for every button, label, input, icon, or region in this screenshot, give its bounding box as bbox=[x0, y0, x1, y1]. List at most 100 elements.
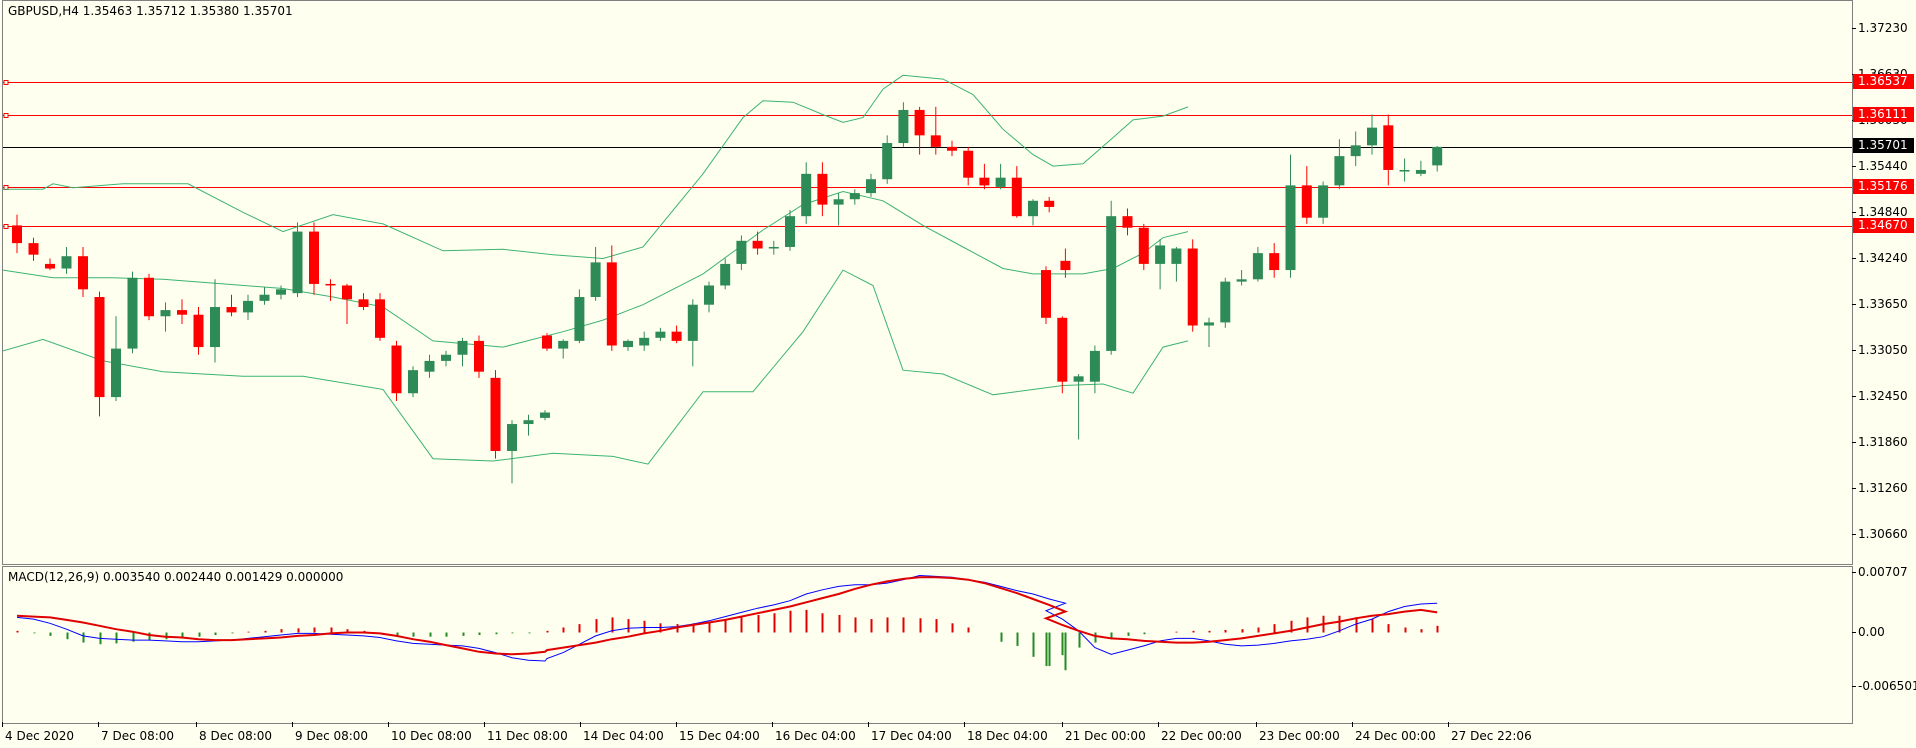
time-label: 16 Dec 04:00 bbox=[775, 729, 856, 743]
candle-body bbox=[898, 109, 909, 144]
time-axis[interactable]: 4 Dec 2020 7 Dec 08:00 8 Dec 08:00 9 Dec 08… bbox=[2, 722, 1852, 748]
candle-26 bbox=[441, 350, 451, 367]
candle-77 bbox=[1220, 277, 1231, 328]
time-tick bbox=[196, 722, 197, 727]
candle-body bbox=[325, 283, 336, 286]
level-price-tag: 1.35176 bbox=[1853, 178, 1914, 194]
macd-chart-canvas[interactable] bbox=[3, 567, 1852, 723]
candle-body bbox=[720, 263, 731, 286]
symbol-header: GBPUSD,H4 1.35463 1.35712 1.35380 1.3570… bbox=[8, 4, 293, 18]
time-tick bbox=[2, 722, 3, 727]
candle-body bbox=[1089, 350, 1100, 382]
time-tick bbox=[580, 722, 581, 727]
candle-16 bbox=[276, 285, 286, 300]
price-label: 1.31860 bbox=[1858, 434, 1908, 449]
candle-body bbox=[193, 314, 204, 348]
candle-body bbox=[474, 340, 484, 372]
candle-41 bbox=[671, 325, 682, 344]
candle-60 bbox=[979, 163, 990, 190]
time-label: 14 Dec 04:00 bbox=[583, 729, 664, 743]
candle-body bbox=[1155, 245, 1166, 264]
level-anchor-0 bbox=[3, 80, 9, 85]
candle-33 bbox=[542, 333, 552, 351]
candle-23 bbox=[391, 340, 402, 401]
candle-72 bbox=[1138, 223, 1149, 271]
candle-50 bbox=[817, 162, 828, 217]
candle-63 bbox=[1028, 199, 1038, 226]
level-anchor-4 bbox=[3, 224, 9, 229]
candle-81 bbox=[1285, 154, 1296, 278]
candle-5 bbox=[94, 291, 105, 417]
price-tick bbox=[1852, 212, 1856, 214]
time-tick bbox=[964, 722, 965, 727]
candle-43 bbox=[704, 281, 714, 313]
time-tick bbox=[388, 722, 389, 727]
candle-22 bbox=[375, 293, 385, 341]
candle-body bbox=[1060, 260, 1071, 271]
candle-body bbox=[540, 412, 550, 418]
candle-82 bbox=[1301, 166, 1312, 224]
candle-6 bbox=[111, 316, 121, 401]
price-label: 1.35440 bbox=[1858, 158, 1908, 173]
price-chart-canvas[interactable] bbox=[3, 1, 1852, 564]
candle-20 bbox=[342, 283, 352, 324]
candle-body bbox=[1041, 270, 1051, 318]
price-tick bbox=[1852, 303, 1856, 305]
macd-tick bbox=[1852, 572, 1856, 574]
candle-body bbox=[1187, 248, 1198, 326]
candle-75 bbox=[1187, 239, 1198, 332]
candle-body bbox=[1269, 253, 1280, 271]
candle-45 bbox=[736, 235, 747, 271]
price-label: 1.34840 bbox=[1858, 205, 1908, 220]
time-label: 18 Dec 04:00 bbox=[967, 729, 1048, 743]
candle-49 bbox=[801, 162, 812, 224]
time-label: 27 Dec 22:06 bbox=[1451, 729, 1532, 743]
candle-body bbox=[1432, 146, 1443, 166]
candle-body bbox=[457, 340, 468, 355]
candle-27 bbox=[457, 337, 468, 367]
candle-body bbox=[276, 289, 286, 295]
price-tick bbox=[1852, 533, 1856, 535]
macd-label: 0.00707 bbox=[1858, 565, 1908, 580]
candle-body bbox=[866, 179, 876, 194]
bollinger-band-lower bbox=[3, 269, 1189, 465]
candle-body bbox=[408, 370, 418, 394]
candle-65 bbox=[1060, 248, 1071, 278]
price-chart-pane[interactable]: GBPUSD,H4 1.35463 1.35712 1.35380 1.3570… bbox=[2, 0, 1853, 565]
candle-57 bbox=[930, 106, 941, 155]
price-axis[interactable]: 1.372301.366301.360301.354401.348401.342… bbox=[1852, 0, 1916, 563]
candle-body bbox=[817, 173, 828, 205]
price-tick bbox=[1852, 165, 1856, 167]
candle-29 bbox=[490, 370, 501, 459]
price-tick bbox=[1852, 396, 1856, 398]
candle-body bbox=[78, 256, 88, 290]
candle-body bbox=[1204, 322, 1214, 326]
candle-21 bbox=[358, 293, 369, 311]
candle-body bbox=[259, 294, 270, 301]
time-tick bbox=[1448, 722, 1449, 727]
candle-body bbox=[1318, 185, 1329, 218]
macd-indicator-pane[interactable]: MACD(12,26,9) 0.003540 0.002440 0.001429… bbox=[2, 566, 1853, 724]
candle-79 bbox=[1252, 246, 1263, 282]
bollinger-band-middle bbox=[3, 190, 1189, 348]
candle-14 bbox=[243, 294, 253, 321]
candle-body bbox=[1399, 169, 1410, 172]
time-label: 8 Dec 08:00 bbox=[199, 729, 273, 743]
candle-64 bbox=[1044, 196, 1055, 213]
time-label: 11 Dec 08:00 bbox=[487, 729, 568, 743]
candle-59 bbox=[963, 146, 974, 186]
candle-66 bbox=[1041, 266, 1051, 324]
candle-body bbox=[801, 173, 812, 217]
level-price-tag: 1.36537 bbox=[1853, 73, 1914, 89]
bollinger-band-upper bbox=[3, 74, 1189, 260]
candle-body bbox=[342, 285, 352, 300]
candle-body bbox=[1334, 156, 1345, 186]
candle-51 bbox=[833, 193, 844, 226]
macd-label: -0.006501 bbox=[1858, 679, 1916, 693]
candle-68 bbox=[1073, 374, 1084, 440]
time-label: 15 Dec 04:00 bbox=[679, 729, 760, 743]
candle-body bbox=[490, 377, 501, 451]
candle-55 bbox=[898, 102, 909, 147]
macd-header: MACD(12,26,9) 0.003540 0.002440 0.001429… bbox=[8, 570, 344, 584]
macd-tick bbox=[1852, 631, 1856, 633]
